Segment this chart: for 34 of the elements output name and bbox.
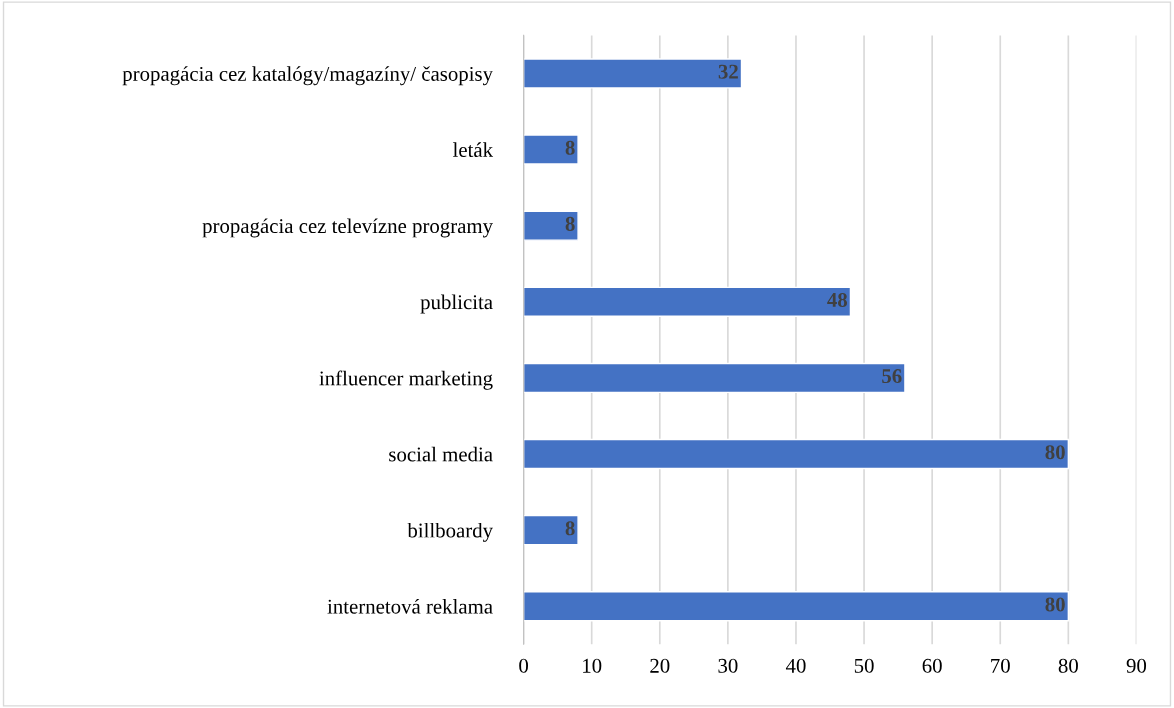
x-tick-label: 0 xyxy=(519,658,529,673)
data-label: 8 xyxy=(565,140,575,155)
x-tick-label: 60 xyxy=(922,658,942,673)
bar xyxy=(523,58,743,89)
data-label: 48 xyxy=(827,292,848,307)
x-tick-label: 30 xyxy=(718,658,738,673)
x-tick-label: 80 xyxy=(1058,658,1078,673)
data-label: 80 xyxy=(1045,445,1065,460)
data-label: 80 xyxy=(1045,597,1065,612)
y-tick-label: internetová reklama xyxy=(327,598,493,614)
bar xyxy=(523,286,852,317)
x-tick-label: 50 xyxy=(854,658,874,673)
y-tick-label: publicita xyxy=(420,294,493,314)
x-tick-label: 10 xyxy=(583,658,602,673)
bar xyxy=(523,591,1070,622)
x-tick-label: 20 xyxy=(650,658,670,673)
data-label: 8 xyxy=(565,521,575,536)
x-tick-label: 90 xyxy=(1126,658,1147,673)
y-tick-label: leták xyxy=(452,142,494,157)
y-tick-label: propagácia cez katalógy/magazíny/ časopisy xyxy=(122,66,493,86)
y-tick-label: propagácia cez televízne programy xyxy=(202,218,493,238)
data-label: 56 xyxy=(882,369,902,384)
bar xyxy=(523,210,579,241)
bar xyxy=(523,362,906,394)
x-tick-label: 40 xyxy=(785,658,806,673)
bar xyxy=(523,134,579,165)
bar xyxy=(523,438,1070,470)
data-label: 32 xyxy=(718,64,738,79)
y-tick-label: billboardy xyxy=(407,522,493,542)
data-label: 8 xyxy=(565,216,575,231)
x-tick-label: 70 xyxy=(991,658,1010,673)
y-tick-label: influencer marketing xyxy=(319,370,493,390)
y-tick-label: social media xyxy=(389,446,493,462)
bar xyxy=(523,514,579,546)
